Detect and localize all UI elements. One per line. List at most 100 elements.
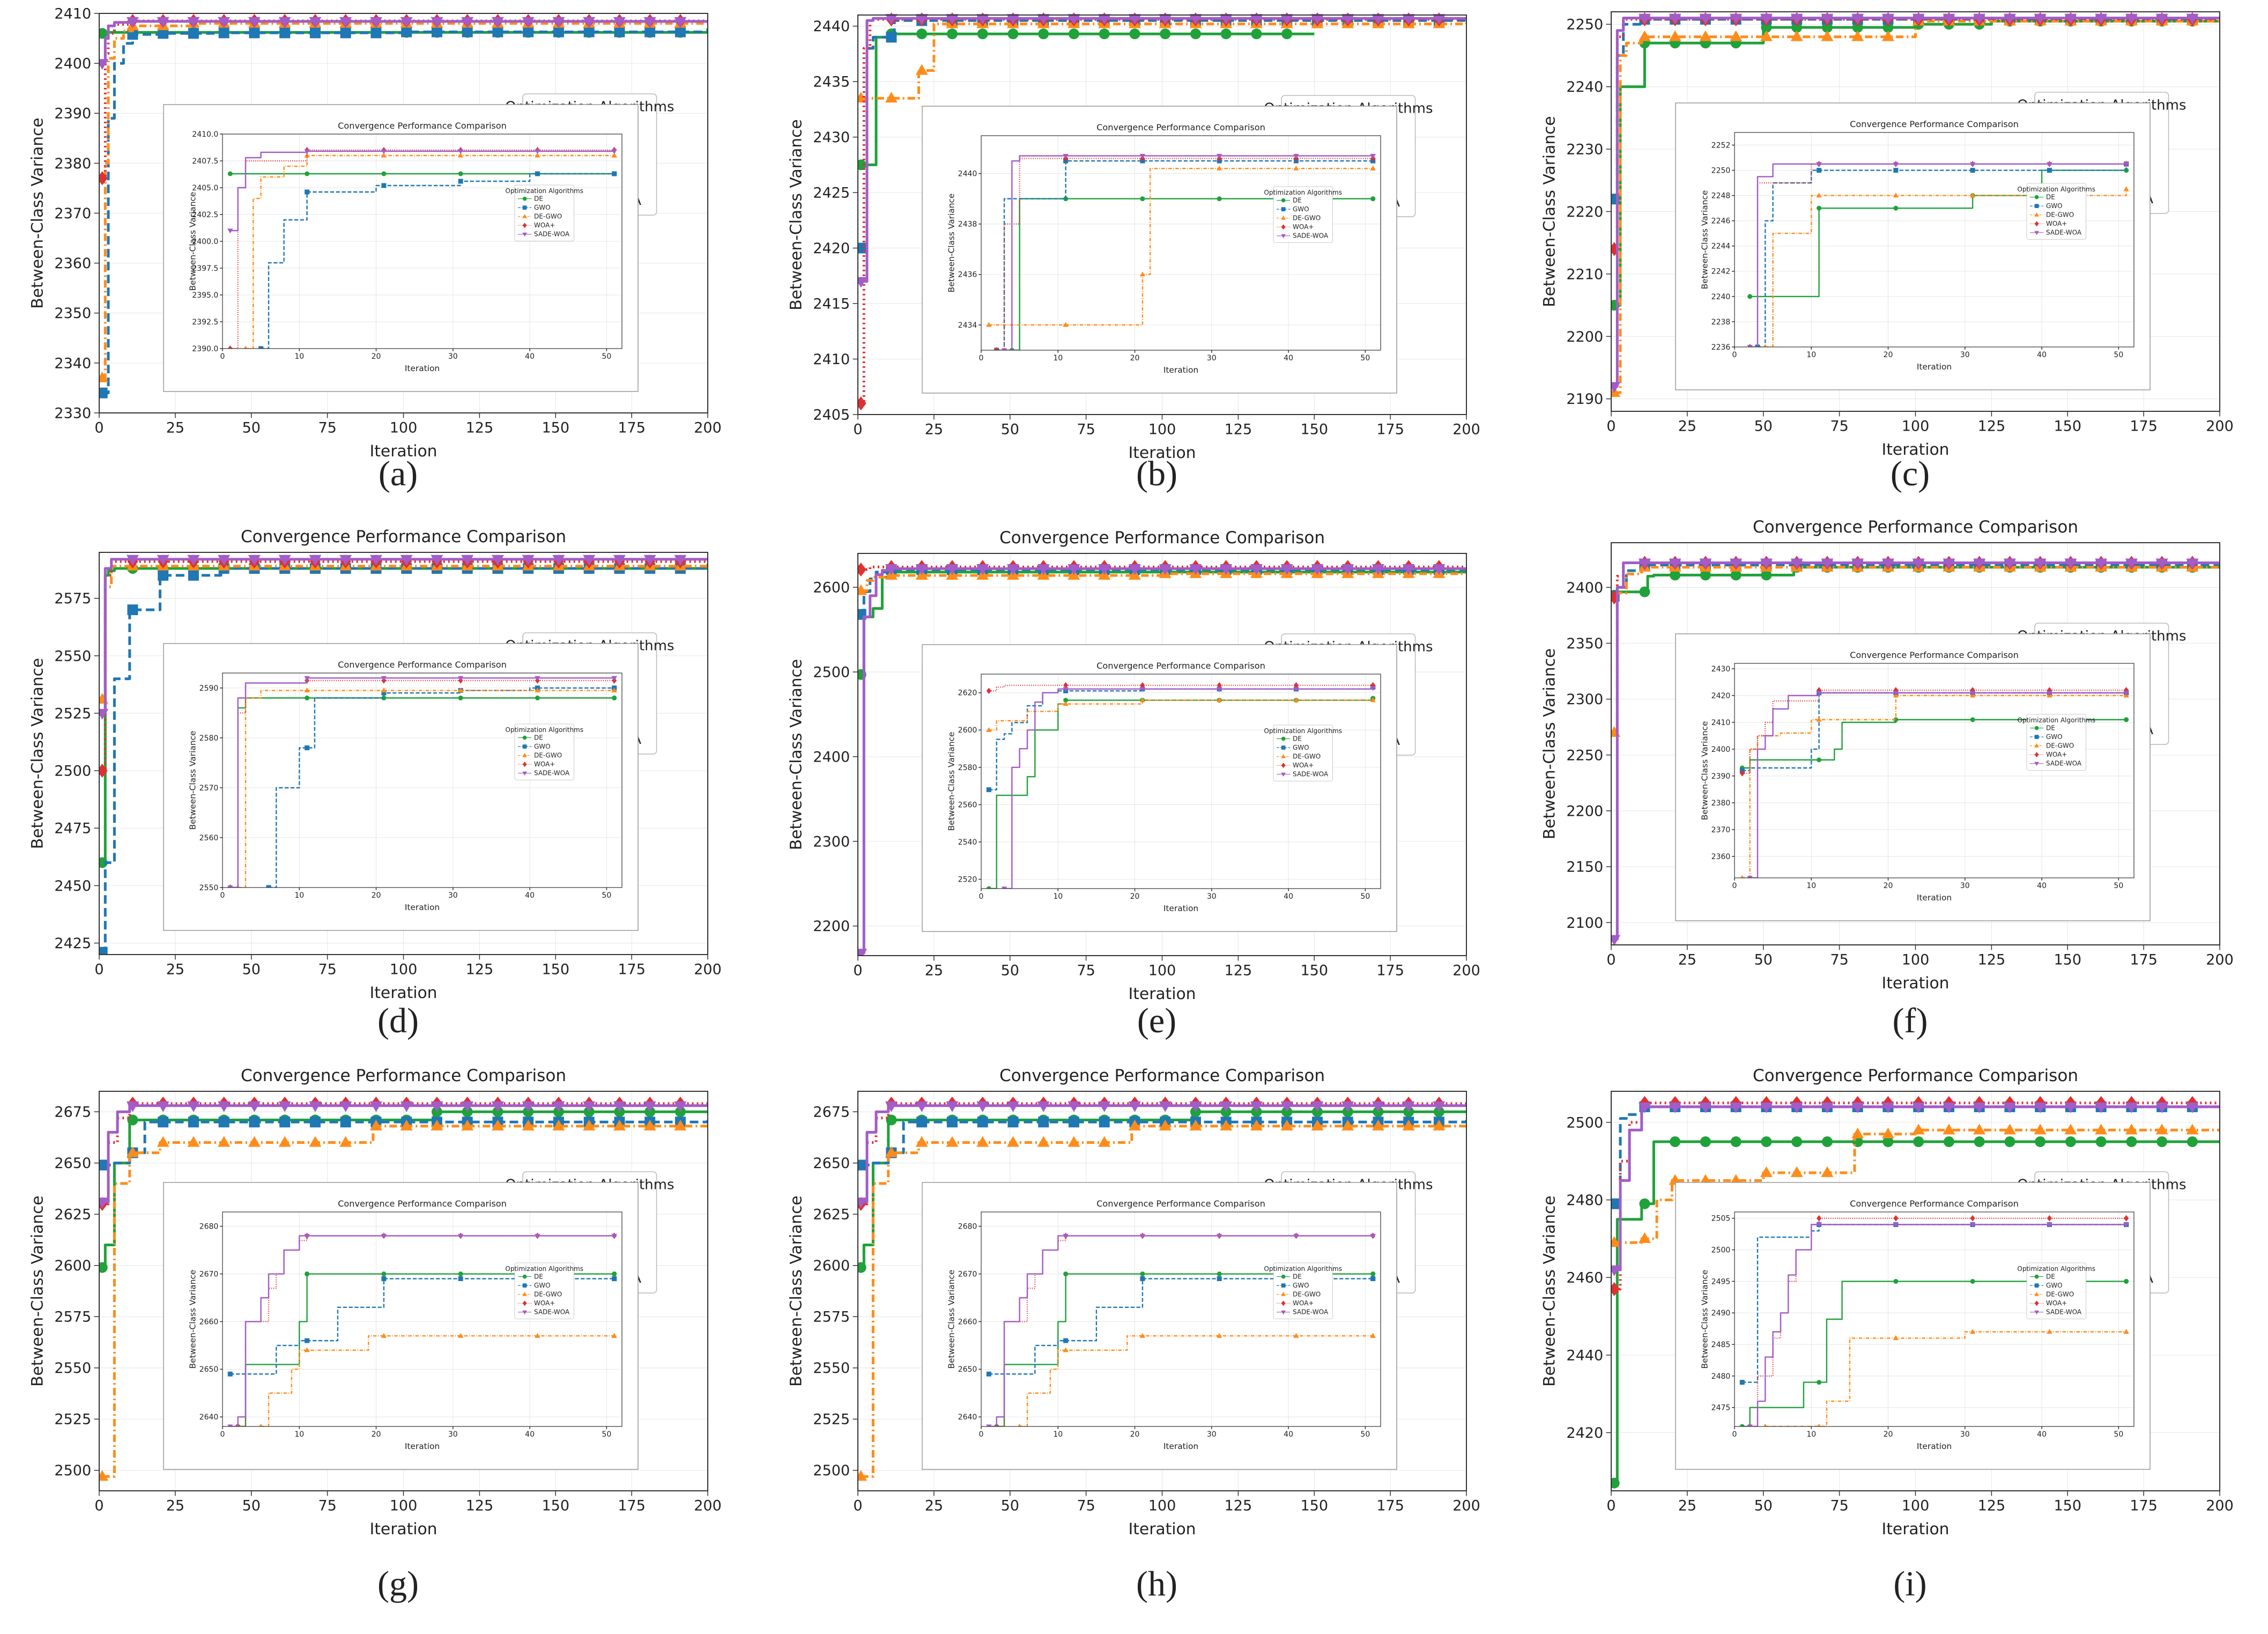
data-point — [1881, 558, 1894, 570]
data-point — [583, 554, 596, 566]
data-point — [431, 17, 443, 28]
data-point — [369, 1119, 382, 1130]
data-point — [381, 690, 387, 696]
y-tick-label: 2230 — [1566, 142, 1603, 158]
data-point — [1747, 1424, 1753, 1426]
series-sade-woa — [1747, 1222, 2129, 1426]
y-tick-label: 2425 — [813, 185, 850, 202]
plot-area — [1611, 12, 2220, 397]
data-point — [2187, 1136, 2198, 1148]
legend-label: DE-GWO — [534, 213, 562, 220]
y-tick-label: 2395.0 — [192, 291, 218, 300]
data-point — [1739, 1424, 1745, 1426]
data-point — [1217, 196, 1222, 202]
data-point — [583, 1119, 596, 1130]
data-point — [1970, 687, 1975, 693]
data-point — [1217, 1271, 1222, 1277]
data-point — [431, 1101, 443, 1112]
data-point — [340, 1117, 351, 1128]
data-point — [886, 32, 897, 43]
data-point — [2034, 221, 2039, 227]
data-point — [916, 28, 928, 40]
inset-background — [1735, 663, 2134, 878]
data-point — [1851, 30, 1864, 41]
data-point — [1068, 14, 1080, 25]
data-point — [1699, 1102, 1712, 1113]
x-tick-label: 50 — [242, 419, 261, 436]
x-tick-label: 25 — [166, 961, 184, 978]
y-tick-label: 2480 — [1711, 1372, 1731, 1381]
data-point — [227, 228, 233, 234]
data-point — [976, 564, 989, 575]
data-point — [157, 1136, 169, 1147]
data-point — [1216, 697, 1222, 703]
data-point — [2047, 162, 2052, 167]
data-point — [188, 1117, 199, 1128]
x-axis-label: Iteration — [1129, 1520, 1196, 1539]
data-point — [885, 564, 898, 575]
data-point — [462, 26, 473, 38]
data-point — [946, 28, 958, 40]
y-axis-label: Between-Class Variance — [28, 117, 47, 308]
series-line — [989, 699, 1373, 731]
inset-title: Convergence Performance Comparison — [1096, 1199, 1265, 1209]
data-point — [491, 17, 504, 28]
plot-area — [1611, 556, 2220, 945]
data-point — [461, 17, 474, 28]
data-point — [1433, 1119, 1446, 1130]
data-point — [1852, 22, 1863, 33]
data-point — [1760, 1166, 1773, 1177]
data-point — [1817, 1215, 1822, 1222]
data-point — [2125, 13, 2138, 25]
data-point — [2034, 13, 2047, 25]
x-tick-label: 75 — [1077, 962, 1095, 979]
y-tick-label: 2400 — [54, 56, 91, 72]
x-tick-label: 20 — [1130, 892, 1140, 901]
data-point — [248, 17, 261, 28]
series-gwo — [99, 26, 708, 398]
y-tick-label: 2650 — [54, 1155, 91, 1172]
data-point — [400, 17, 413, 28]
data-point — [1611, 242, 1620, 256]
series-line — [1765, 1331, 2126, 1426]
data-point — [612, 1271, 617, 1277]
data-point — [986, 322, 992, 327]
legend-item-gwo: GWO — [1277, 744, 1309, 751]
y-tick-label: 2675 — [813, 1104, 850, 1121]
x-tick-label: 0 — [220, 891, 225, 900]
data-point — [2065, 1136, 2076, 1148]
y-tick-label: 2244 — [1711, 242, 1731, 251]
inset-title: Convergence Performance Comparison — [1096, 122, 1265, 132]
inset-title: Convergence Performance Comparison — [338, 121, 507, 131]
data-point — [381, 676, 387, 681]
plot-area — [99, 13, 708, 398]
x-tick-label: 150 — [542, 419, 569, 436]
x-tick-label: 125 — [1225, 421, 1252, 438]
data-point — [340, 27, 351, 39]
data-point — [1063, 682, 1069, 689]
legend-item-woa+: WOA+ — [2030, 1299, 2067, 1307]
data-point — [1639, 1198, 1650, 1209]
x-axis-label: Iteration — [1163, 365, 1198, 375]
data-point — [1160, 28, 1171, 40]
data-point — [1281, 772, 1286, 777]
inset-title: Convergence Performance Comparison — [338, 660, 507, 670]
data-point — [523, 26, 534, 38]
legend-label: DE-GWO — [1293, 753, 1321, 760]
data-point — [381, 149, 387, 154]
data-point — [885, 1101, 898, 1112]
x-tick-label: 200 — [2206, 418, 2234, 434]
data-point — [2047, 691, 2052, 696]
data-point — [1943, 1102, 1955, 1113]
data-point — [522, 753, 528, 757]
data-point — [1893, 168, 1899, 173]
data-point — [1140, 196, 1145, 202]
series-sade-woa — [1747, 162, 2129, 347]
x-tick-label: 0 — [1732, 1430, 1737, 1439]
y-tick-label: 2380 — [54, 156, 91, 172]
data-point — [369, 554, 382, 566]
data-point — [611, 149, 617, 154]
data-point — [304, 152, 310, 158]
panel-e: 0 25 50 75 100 125 150 175 200220023002400250026… — [787, 528, 1480, 1003]
